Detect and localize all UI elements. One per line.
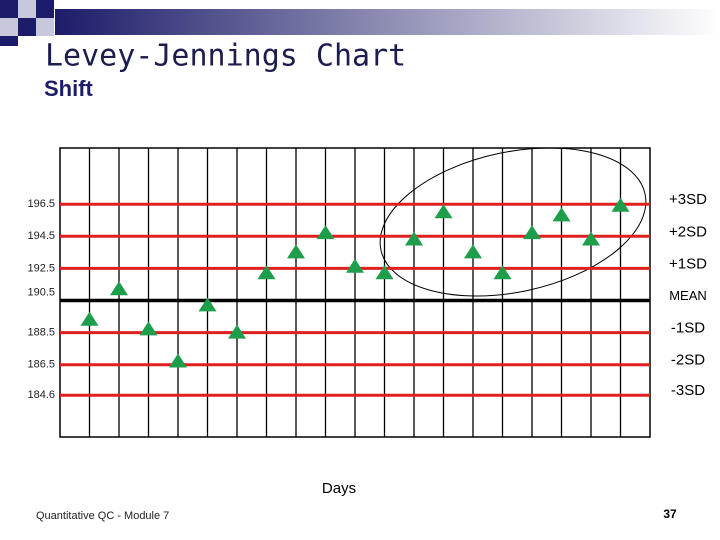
y-tick-label: 190.5 <box>27 286 55 298</box>
y-tick-label: 184.6 <box>27 389 55 401</box>
point <box>316 225 335 240</box>
y-tick-label: 188.5 <box>27 327 55 339</box>
point <box>464 244 482 259</box>
footer-text: Quantitative QC - Module 7 <box>36 510 169 522</box>
y-tick-label: 192.5 <box>27 262 55 274</box>
limit-label: +1SD <box>669 255 707 272</box>
point <box>169 353 187 368</box>
point <box>405 231 423 246</box>
chart-subtitle: Shift <box>44 76 94 101</box>
point <box>493 265 512 280</box>
point <box>582 231 600 246</box>
header-bar <box>55 9 720 35</box>
y-tick-label: 196.5 <box>27 198 55 210</box>
point <box>523 225 541 240</box>
point <box>611 197 630 212</box>
point <box>375 265 394 280</box>
chart-title: Levey-Jennings Chart <box>45 39 406 74</box>
limit-label: -3SD <box>671 382 705 399</box>
shift-highlight <box>379 147 647 297</box>
limit-label: -2SD <box>671 352 705 369</box>
point <box>552 207 571 222</box>
y-tick-label: 194.5 <box>27 230 55 242</box>
limit-label: +3SD <box>669 191 707 208</box>
limit-label: MEAN <box>669 288 707 303</box>
point <box>198 297 217 312</box>
limit-label: +2SD <box>669 223 707 240</box>
point <box>110 281 128 296</box>
point <box>139 321 158 336</box>
limit-label: -1SD <box>671 320 705 337</box>
corner-squares <box>0 0 54 46</box>
y-tick-label: 186.5 <box>27 359 55 371</box>
page-number: 37 <box>663 507 677 521</box>
point <box>257 265 276 280</box>
x-axis-label: Days <box>322 480 356 497</box>
point <box>80 311 99 326</box>
point <box>346 258 364 273</box>
point <box>228 324 246 339</box>
point <box>287 244 305 259</box>
point <box>434 204 453 219</box>
